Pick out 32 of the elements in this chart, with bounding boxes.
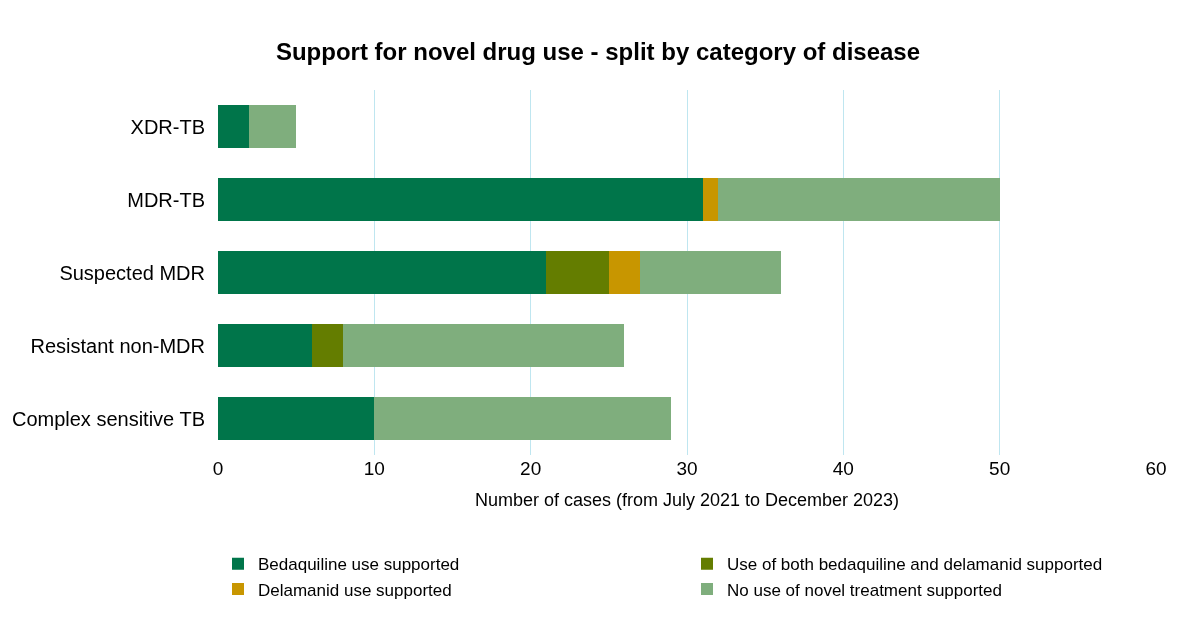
y-tick-label: XDR-TB	[130, 115, 205, 138]
bar	[218, 251, 547, 294]
bar	[218, 105, 250, 148]
chart-title: Support for novel drug use - split by category of disease	[275, 38, 921, 66]
y-tick-label: Complex sensitive TB	[11, 407, 205, 430]
legend-label: Use of both bedaquiline and delamanid supported	[727, 555, 1103, 575]
bar	[218, 178, 703, 221]
bar	[343, 324, 625, 367]
legend-label: No use of novel treatment supported	[727, 580, 1002, 600]
bar	[311, 324, 344, 367]
bar	[374, 397, 672, 440]
bar	[702, 178, 719, 221]
y-tick-label: Suspected MDR	[59, 261, 205, 284]
x-tick-label: 20	[520, 458, 542, 479]
y-tick-label: MDR-TB	[127, 188, 205, 211]
bar	[640, 251, 781, 294]
x-tick-label: 40	[832, 458, 854, 479]
x-axis-title: Number of cases (from July 2021 to December 2023)	[474, 490, 900, 511]
bar	[546, 251, 609, 294]
legend-label: Bedaquiline use supported	[258, 555, 460, 575]
x-tick-label: 60	[1145, 458, 1167, 479]
x-tick-label: 10	[363, 458, 385, 479]
bar	[718, 178, 1000, 221]
x-tick-label: 30	[676, 458, 698, 479]
x-tick-label: 0	[212, 458, 224, 479]
y-tick-label: Resistant non-MDR	[30, 334, 205, 357]
bar	[218, 397, 375, 440]
bar	[608, 251, 641, 294]
bar	[249, 105, 297, 148]
legend-label: Delamanid use supported	[258, 580, 452, 600]
bar	[218, 324, 312, 367]
x-tick-label: 50	[989, 458, 1011, 479]
